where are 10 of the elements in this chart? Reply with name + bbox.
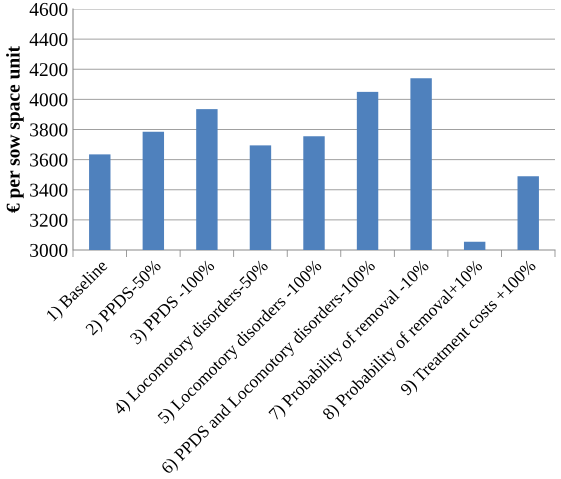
y-tick-label: 4600 [30, 2, 68, 16]
y-tick-label: 4400 [30, 32, 68, 46]
y-tick-label: 3000 [30, 244, 68, 257]
y-tick-label: 3600 [30, 153, 68, 167]
y-tick-label: 3400 [30, 184, 68, 197]
y-tick-label: 4000 [30, 93, 68, 106]
y-axis-title: € per sow space unit [6, 46, 24, 213]
y-tick-label: 4200 [30, 63, 68, 76]
y-tick-label: 3800 [30, 123, 68, 136]
y-tick-label: 3200 [30, 214, 68, 227]
